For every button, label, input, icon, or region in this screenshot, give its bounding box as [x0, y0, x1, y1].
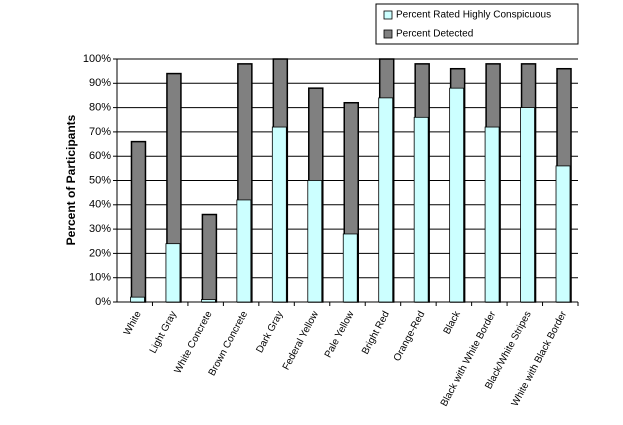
x-tick-label: White: [122, 309, 144, 337]
x-tick-label: Orange-Red: [392, 309, 428, 363]
x-tick-label: Light Gray: [148, 309, 179, 355]
legend-label: Percent Rated Highly Conspicuous: [396, 10, 551, 21]
legend-box: [375, 3, 579, 45]
y-tick-label: 0%: [95, 296, 111, 308]
x-tick-label: Brown Concrete: [207, 309, 251, 378]
y-tick-label: 100%: [83, 53, 111, 65]
bar: [555, 165, 571, 303]
bar: [484, 126, 500, 303]
y-tick-label: 30%: [89, 223, 111, 235]
legend-swatch: [383, 29, 393, 39]
legend-label: Percent Detected: [396, 29, 473, 40]
y-tick-label: 70%: [89, 126, 111, 138]
x-tick-label: Federal Yellow: [281, 309, 322, 372]
bar: [201, 213, 218, 303]
bar: [165, 243, 181, 303]
bar: [449, 87, 465, 303]
x-tick-label: White Concrete: [173, 309, 215, 375]
bar: [307, 180, 323, 303]
bar: [413, 116, 429, 303]
y-tick-label: 80%: [89, 102, 111, 114]
bar: [378, 97, 394, 303]
x-tick-label: Pale Yellow: [323, 309, 357, 360]
bar: [200, 299, 216, 303]
bar: [342, 233, 358, 303]
y-tick-label: 20%: [89, 247, 111, 259]
bar: [236, 199, 252, 303]
bar: [130, 140, 147, 303]
y-tick-label: 40%: [89, 199, 111, 211]
y-axis-title: Percent of Participants: [64, 114, 78, 245]
legend-swatch: [383, 10, 393, 20]
bar: [130, 296, 145, 303]
bar: [520, 107, 535, 303]
bar: [271, 126, 287, 303]
x-tick-label: Dark Gray: [254, 309, 285, 354]
y-tick-label: 60%: [89, 150, 111, 162]
x-tick-label: Bright Red: [360, 309, 392, 356]
y-tick-label: 90%: [89, 77, 111, 89]
x-tick-label: Black: [442, 309, 464, 337]
y-tick-label: 50%: [89, 174, 111, 186]
y-tick-label: 10%: [89, 272, 111, 284]
